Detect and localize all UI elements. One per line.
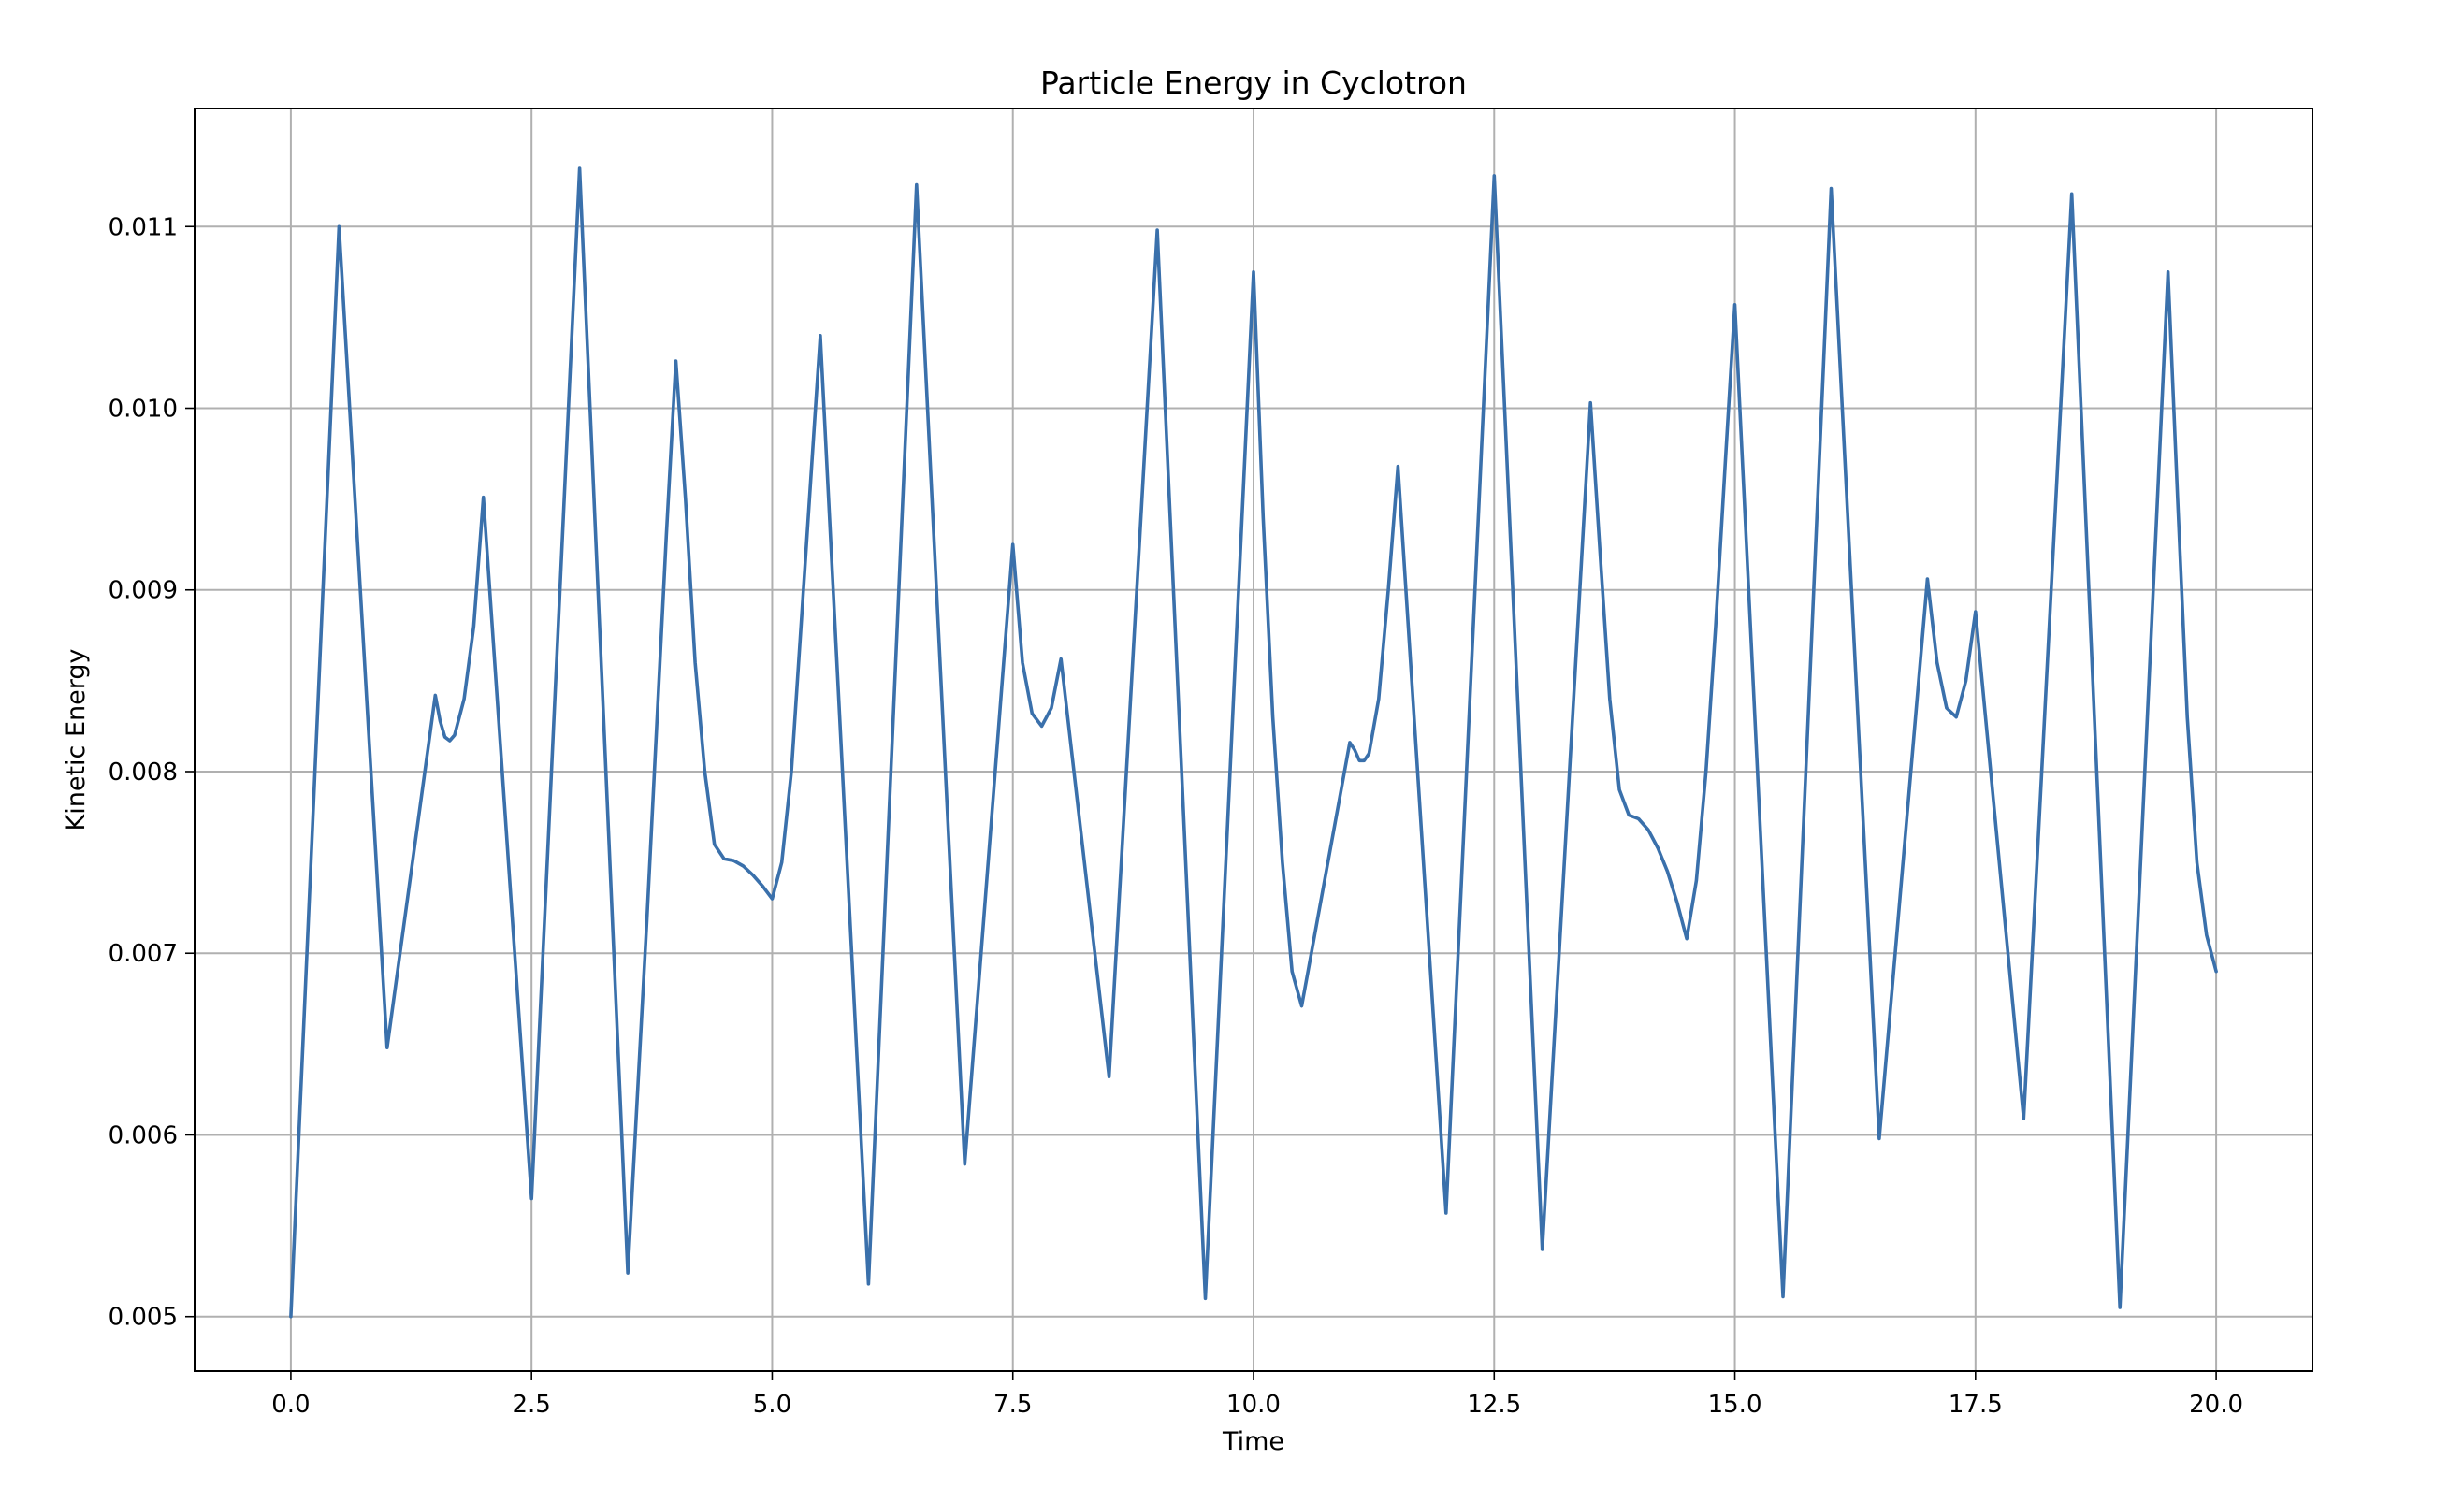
y-axis-label: Kinetic Energy [62, 648, 91, 831]
x-tick-label: 17.5 [1949, 1391, 2003, 1419]
series-layer [289, 166, 2218, 1319]
x-tick-label: 2.5 [513, 1391, 551, 1419]
y-tick-label: 0.007 [109, 940, 178, 968]
x-tick-label: 15.0 [1708, 1391, 1762, 1419]
x-tick-label: 5.0 [753, 1391, 791, 1419]
x-tick-label: 12.5 [1467, 1391, 1521, 1419]
y-tick-label: 0.008 [109, 758, 178, 787]
x-axis-label: Time [1222, 1427, 1284, 1456]
y-tick-label: 0.011 [109, 213, 178, 241]
x-tick-label: 20.0 [2189, 1391, 2243, 1419]
grid [195, 108, 2312, 1371]
y-tick-label: 0.005 [109, 1304, 178, 1332]
x-tick-label: 10.0 [1226, 1391, 1281, 1419]
y-tick-label: 0.006 [109, 1121, 178, 1149]
y-tick-label: 0.010 [109, 396, 178, 424]
series-line [289, 166, 2218, 1319]
x-tick-label: 7.5 [993, 1391, 1032, 1419]
ticks: 0.0 2.5 5.0 7.5 10.0 12.5 15.0 17.5 20.0 0.005 0.0… [109, 213, 2243, 1419]
x-tick-label: 0.0 [271, 1391, 310, 1419]
y-tick-label: 0.009 [109, 577, 178, 605]
chart-title: Particle Energy in Cyclotron [1040, 65, 1467, 101]
